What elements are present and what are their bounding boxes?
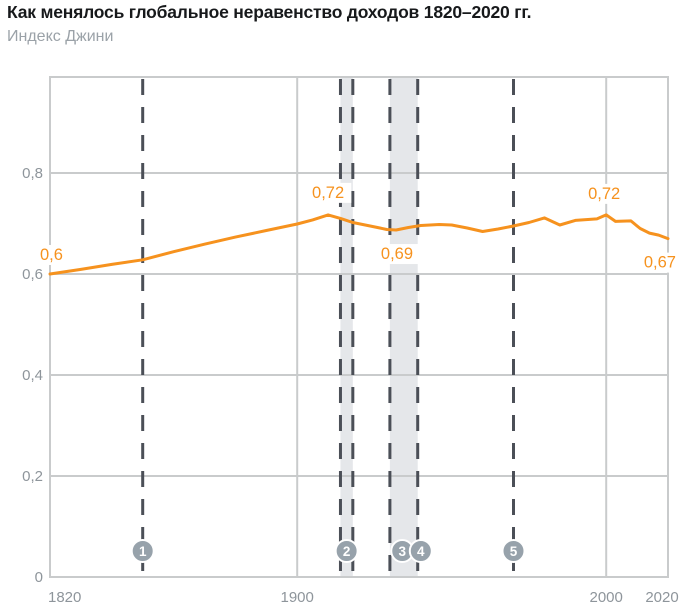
y-tick-label: 0,2 [22,468,43,485]
plot-frame [49,76,669,578]
y-tick-label: 0 [35,569,43,586]
event-marker-2 [334,539,359,563]
value-label: 0,67 [644,254,676,272]
value-label-bg [633,252,680,273]
value-label: 0,72 [588,185,620,203]
y-tick-label: 0,6 [22,266,43,283]
event-marker-4 [408,539,433,563]
x-tick-label: 1900 [281,589,314,606]
event-marker-number: 4 [417,544,425,559]
x-tick-label: 1820 [48,589,81,606]
chart-header: Как менялось глобальное неравенство дохо… [7,2,679,46]
value-label: 0,72 [312,184,344,202]
value-label-bg [36,244,73,265]
highlight-band [389,77,418,577]
y-tick-label: 0,8 [22,165,43,182]
value-label: 0,69 [381,245,413,263]
event-marker-5 [501,539,526,563]
value-label-bg [304,182,352,203]
x-tick-label: 2020 [645,589,678,606]
value-label-bg [373,244,421,265]
x-tick-label: 2000 [590,589,623,606]
value-label-bg [581,183,628,204]
highlight-band [340,77,353,577]
chart-subtitle: Индекс Джини [7,27,114,45]
event-marker-1 [130,539,155,563]
value-label: 0,6 [40,246,63,264]
y-tick-label: 0,4 [22,367,43,384]
gini-line [48,213,670,276]
chart-title: Как менялось глобальное неравенство дохо… [7,2,532,22]
event-marker-number: 3 [399,544,407,559]
event-marker-number: 2 [343,544,351,559]
event-marker-number: 5 [510,544,518,559]
event-marker-number: 1 [139,544,147,559]
